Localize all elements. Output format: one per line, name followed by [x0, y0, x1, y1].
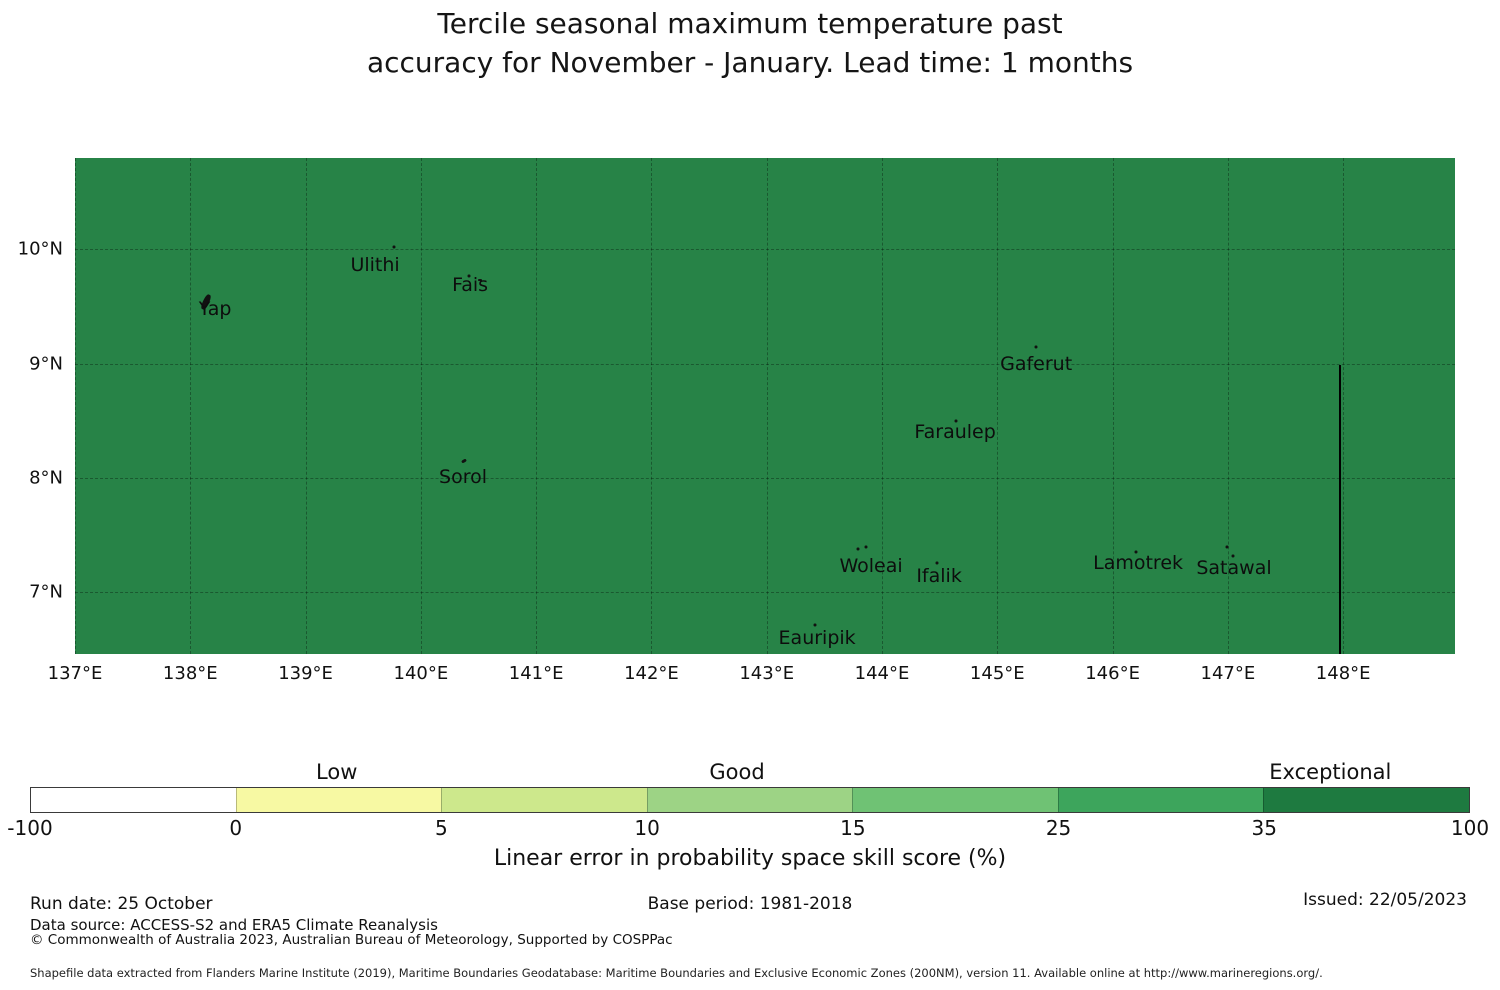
island-marker: [461, 458, 467, 464]
gridline-vertical: [75, 158, 76, 654]
island-label: Gaferut: [1000, 352, 1073, 375]
gridline-vertical: [1112, 158, 1114, 654]
island-label: Lamotrek: [1093, 551, 1184, 574]
island-marker: [1231, 554, 1235, 558]
island-label: Ifalik: [916, 564, 962, 587]
colorbar-tick-label: 15: [840, 816, 866, 840]
colorbar: [30, 787, 1470, 813]
island-label: Ulithi: [350, 253, 400, 276]
gridline-horizontal: [75, 592, 1455, 594]
island-marker: [1225, 545, 1229, 549]
y-tick-label: 8°N: [29, 467, 63, 489]
island-label: Satawal: [1196, 556, 1272, 579]
gridline-vertical: [420, 158, 422, 654]
gridline-horizontal: [75, 363, 1455, 365]
island-marker: [478, 278, 483, 281]
colorbar-segment: [852, 788, 1058, 812]
colorbar-tick-label: 0: [229, 816, 243, 840]
island-label: Faraulep: [914, 420, 996, 443]
gridline-vertical: [190, 158, 192, 654]
island-label: Yap: [198, 297, 232, 320]
issued-date-text: Issued: 22/05/2023: [1303, 890, 1467, 910]
run-date-text: Run date: 25 October: [30, 894, 213, 914]
island-marker: [935, 561, 939, 565]
colorbar-tick-label: 25: [1045, 816, 1072, 840]
colorbar-category-label: Good: [709, 760, 765, 784]
colorbar-segment: [235, 788, 442, 812]
base-period-text: Base period: 1981-2018: [647, 894, 853, 914]
island-label: Eauripik: [778, 627, 856, 649]
eez-boundary-line: [1339, 364, 1342, 654]
x-tick-label: 137°E: [47, 663, 103, 684]
island-label: Sorol: [439, 465, 488, 488]
x-tick-label: 147°E: [1200, 663, 1256, 684]
colorbar-segment: [646, 788, 853, 812]
colorbar-tick-labels: -100 0 5 10 15 25 35 100: [7, 816, 1489, 842]
island-marker: [856, 547, 860, 551]
gridline-vertical: [882, 158, 884, 654]
colorbar-category-label: Exceptional: [1269, 760, 1392, 784]
colorbar-tick-label: 5: [435, 816, 448, 840]
gridline-vertical: [1343, 158, 1345, 654]
island-label: Fais: [452, 273, 489, 296]
colorbar-tick-label: 35: [1251, 816, 1278, 840]
colorbar-tick-label: -100: [7, 816, 53, 840]
data-source-text: Data source: ACCESS-S2 and ERA5 Climate …: [30, 916, 438, 934]
x-tick-label: 144°E: [854, 663, 910, 684]
x-axis: 137°E 138°E 139°E 140°E 141°E 142°E 143°E 144°E…: [48, 663, 1455, 689]
copyright-text: © Commonwealth of Australia 2023, Austra…: [30, 932, 673, 948]
y-tick-label: 9°N: [29, 353, 63, 375]
colorbar-axis-label: Linear error in probability space skill …: [493, 846, 1007, 871]
x-tick-label: 140°E: [393, 663, 449, 684]
y-tick-label: 7°N: [29, 581, 63, 603]
x-tick-label: 138°E: [162, 663, 218, 684]
map-area: Yap Ulithi Fais Gaferut Faraulep Sorol Woleai I…: [75, 158, 1455, 654]
island-marker: [1034, 345, 1038, 349]
colorbar-category-labels: Low Good Exceptional: [30, 760, 1470, 786]
y-axis: 10°N 9°N 8°N 7°N: [0, 158, 70, 654]
y-tick-label: 10°N: [17, 238, 63, 260]
island-marker: [813, 623, 817, 627]
gridline-vertical: [997, 158, 999, 654]
island-marker: [864, 545, 868, 549]
island-label: Woleai: [839, 555, 903, 577]
x-tick-label: 143°E: [739, 663, 795, 684]
figure-title-line1: Tercile seasonal maximum temperature pas…: [437, 7, 1063, 40]
gridline-vertical: [1227, 158, 1229, 654]
gridline-vertical: [536, 158, 538, 654]
figure-title: Tercile seasonal maximum temperature pas…: [0, 4, 1500, 82]
colorbar-segment: [31, 788, 236, 812]
x-tick-label: 141°E: [508, 663, 564, 684]
gridline-horizontal: [75, 249, 1455, 251]
figure-title-line2: accuracy for November - January. Lead ti…: [366, 46, 1134, 79]
x-tick-label: 148°E: [1315, 663, 1371, 684]
colorbar-tick-label: 10: [634, 816, 660, 840]
colorbar-segment: [1263, 788, 1470, 812]
colorbar-tick-label: 100: [1450, 816, 1490, 840]
x-tick-label: 145°E: [969, 663, 1025, 684]
x-tick-label: 146°E: [1085, 663, 1140, 684]
island-marker: [1134, 550, 1138, 554]
x-tick-label: 139°E: [278, 663, 333, 684]
colorbar-segment: [1057, 788, 1264, 812]
gridline-vertical: [766, 158, 768, 654]
colorbar-category-label: Low: [316, 760, 358, 784]
gridline-vertical: [305, 158, 307, 654]
gridline-vertical: [651, 158, 653, 654]
island-marker: [467, 274, 471, 278]
island-marker: [392, 245, 396, 249]
gridline-horizontal: [75, 478, 1455, 479]
x-tick-label: 142°E: [624, 663, 679, 684]
island-marker: [954, 419, 958, 423]
shapefile-note-text: Shapefile data extracted from Flanders M…: [30, 966, 1323, 980]
colorbar-segment: [441, 788, 647, 812]
